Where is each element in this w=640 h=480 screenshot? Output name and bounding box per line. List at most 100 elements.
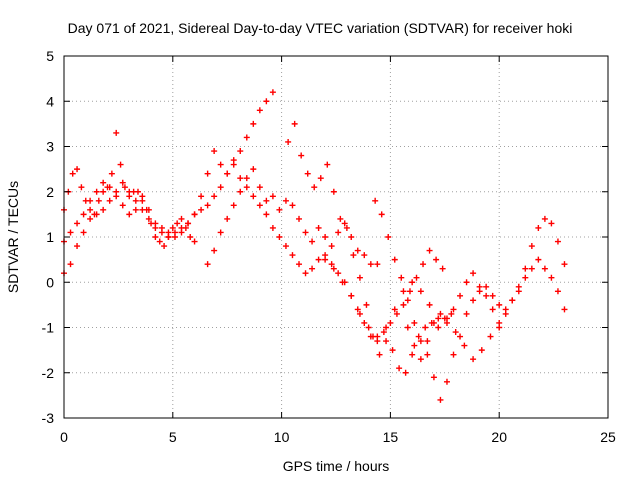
data-point xyxy=(348,234,355,240)
data-point xyxy=(302,270,309,277)
x-tick-label: 25 xyxy=(600,429,616,445)
series-sat-9 xyxy=(204,166,381,268)
y-tick-label: -2 xyxy=(42,365,55,381)
data-point xyxy=(87,215,94,222)
data-point xyxy=(198,206,205,213)
data-point xyxy=(443,319,450,326)
data-point xyxy=(80,229,87,236)
data-point xyxy=(343,224,350,231)
data-point xyxy=(437,310,444,317)
data-point xyxy=(443,378,450,385)
data-point xyxy=(302,229,309,236)
data-point xyxy=(535,224,542,231)
data-point xyxy=(339,279,346,286)
x-tick-label: 15 xyxy=(383,429,399,445)
data-point xyxy=(515,283,522,290)
data-point xyxy=(424,351,431,358)
data-point xyxy=(174,220,181,227)
data-point xyxy=(317,175,324,182)
data-point xyxy=(430,319,437,326)
series-sat-2 xyxy=(61,89,276,277)
data-point xyxy=(269,89,276,96)
data-point xyxy=(361,252,368,259)
y-tick-label: 3 xyxy=(46,139,54,155)
data-point xyxy=(289,252,296,259)
data-point xyxy=(448,310,455,317)
data-point xyxy=(237,188,244,195)
y-tick-label: 1 xyxy=(46,229,54,245)
y-axis-title: SDTVAR / TECUs xyxy=(5,181,21,293)
data-point xyxy=(309,238,316,245)
data-point xyxy=(417,338,424,345)
x-tick-label: 10 xyxy=(274,429,290,445)
data-point xyxy=(561,306,568,313)
series-sat-4 xyxy=(224,161,446,345)
data-point xyxy=(422,324,429,331)
series-sat-6 xyxy=(372,197,568,403)
grid xyxy=(64,56,608,418)
data-point xyxy=(378,211,385,218)
data-point xyxy=(152,234,159,240)
data-point xyxy=(400,301,407,308)
data-point xyxy=(263,98,270,105)
data-point xyxy=(134,188,141,195)
data-point xyxy=(380,329,387,336)
data-point xyxy=(250,193,257,200)
y-tick-labels: -3 -2 -1 0 1 2 3 4 5 xyxy=(42,48,55,426)
data-point xyxy=(87,197,94,204)
data-point xyxy=(496,301,503,308)
data-point xyxy=(224,215,231,222)
data-point xyxy=(496,324,503,331)
series-sat-1 xyxy=(61,129,198,250)
data-point xyxy=(561,261,568,268)
data-point xyxy=(211,148,218,155)
data-point xyxy=(452,329,459,336)
data-point xyxy=(243,134,250,141)
data-point xyxy=(263,211,270,218)
data-point xyxy=(435,324,442,331)
data-point xyxy=(161,243,168,250)
data-point xyxy=(108,170,115,177)
y-tick-label: -3 xyxy=(42,410,55,426)
data-point xyxy=(204,261,211,268)
data-point xyxy=(322,256,329,263)
data-point xyxy=(402,369,409,376)
data-point xyxy=(354,306,361,313)
data-point xyxy=(185,220,192,227)
data-point xyxy=(178,215,185,222)
data-point xyxy=(463,310,470,317)
data-point xyxy=(191,238,198,245)
data-point xyxy=(113,129,120,136)
data-point xyxy=(409,351,416,358)
x-tick-label: 0 xyxy=(60,429,68,445)
data-point xyxy=(204,202,211,209)
data-point xyxy=(211,193,218,200)
data-point xyxy=(74,166,81,173)
data-point xyxy=(541,215,548,222)
data-point xyxy=(398,274,405,281)
data-point xyxy=(296,215,303,222)
data-point xyxy=(354,247,361,254)
data-point xyxy=(237,148,244,155)
data-point xyxy=(217,184,224,191)
data-point xyxy=(93,211,100,218)
data-point xyxy=(522,265,529,272)
data-point xyxy=(230,202,237,209)
data-point xyxy=(145,215,152,222)
data-point xyxy=(509,297,516,304)
data-point xyxy=(400,288,407,295)
y-tick-label: 0 xyxy=(46,274,54,290)
data-point xyxy=(413,274,420,281)
data-point xyxy=(335,229,342,236)
data-point xyxy=(243,184,250,191)
data-point xyxy=(78,184,85,191)
data-point xyxy=(152,220,159,227)
data-point xyxy=(217,161,224,168)
data-point xyxy=(296,261,303,268)
data-point xyxy=(356,310,363,317)
data-point xyxy=(106,197,113,204)
data-point xyxy=(365,324,372,331)
data-point xyxy=(69,170,76,177)
data-point xyxy=(315,224,322,231)
data-point xyxy=(100,179,107,186)
